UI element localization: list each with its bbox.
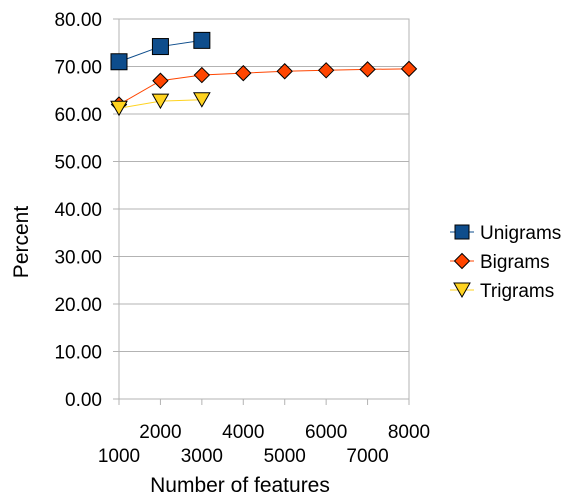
data-point [192, 92, 211, 108]
data-point [193, 31, 211, 49]
legend: Unigrams Bigrams Trigrams [450, 223, 561, 302]
legend-item-bigrams: Bigrams [450, 252, 550, 273]
legend-item-trigrams: Trigrams [450, 281, 554, 302]
data-point [151, 38, 169, 56]
data-point [400, 60, 418, 78]
data-point [235, 64, 252, 82]
y-tick-label: 70.00 [54, 58, 102, 79]
legend-label: Trigrams [480, 281, 554, 302]
series-unigrams [110, 31, 211, 71]
legend-label: Unigrams [480, 223, 561, 244]
y-tick-label: 10.00 [54, 343, 102, 364]
axes [113, 18, 410, 405]
legend-marker [453, 252, 471, 270]
legend-item-unigrams: Unigrams [450, 223, 561, 244]
x-tick-label: 4000 [222, 422, 264, 443]
legend-marker [454, 224, 470, 240]
x-tick-label: 3000 [181, 446, 223, 467]
y-tick-label: 40.00 [54, 200, 102, 221]
x-tick-label: 2000 [139, 422, 181, 443]
data-point [110, 53, 128, 71]
data-point [152, 72, 169, 89]
y-tick-label: 20.00 [54, 295, 102, 316]
y-tick-label: 0.00 [65, 390, 102, 411]
legend-label: Bigrams [480, 252, 550, 273]
data-point [193, 66, 211, 84]
y-tick-label: 30.00 [54, 248, 102, 269]
x-tick-label: 1000 [98, 446, 140, 467]
series-trigrams [110, 92, 211, 117]
x-tick-label: 5000 [264, 446, 306, 467]
series-bigrams [110, 60, 418, 113]
y-tick-label: 50.00 [54, 153, 102, 174]
x-tick-label: 8000 [388, 422, 430, 443]
data-point [151, 93, 170, 110]
plot-frame [118, 18, 410, 400]
y-axis-title: Percent [10, 206, 33, 279]
y-tick-labels: 0.00 10.00 20.00 30.00 40.00 50.00 60.00 70.00 8… [54, 10, 102, 411]
x-tick-label: 6000 [305, 422, 347, 443]
data-point [110, 100, 128, 117]
y-tick-label: 80.00 [54, 10, 102, 31]
series-group [110, 31, 418, 117]
x-tick-label: 7000 [346, 446, 388, 467]
y-tick-label: 60.00 [54, 105, 102, 126]
data-point [276, 63, 293, 80]
x-axis-title: Number of features [150, 474, 330, 497]
data-point [359, 61, 376, 78]
legend-marker [453, 282, 471, 299]
data-point [317, 62, 335, 79]
